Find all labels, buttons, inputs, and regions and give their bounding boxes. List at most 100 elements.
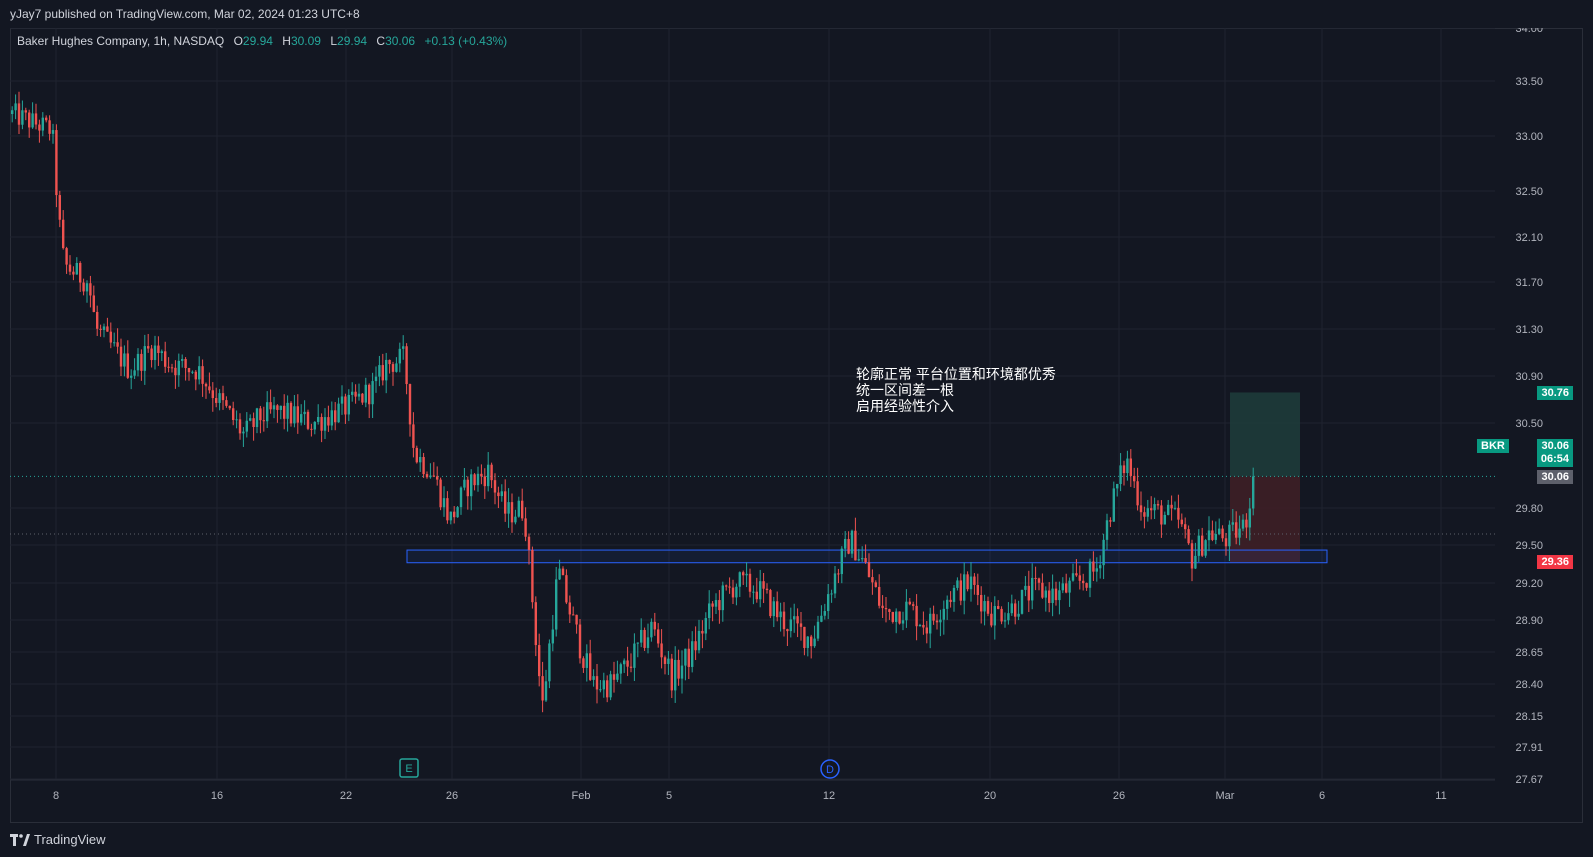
candle-body — [51, 130, 55, 134]
candle-body — [748, 573, 752, 592]
candle-body — [160, 351, 163, 354]
candle-body — [1214, 534, 1217, 540]
candle-body — [918, 624, 922, 627]
candle-body — [388, 359, 391, 365]
price-tick-label: 31.30 — [1515, 324, 1543, 336]
candle-body — [731, 587, 735, 598]
last-price-tag: 30.06 06:54 — [1536, 439, 1573, 467]
price-tick-label: 32.50 — [1515, 186, 1543, 198]
candle-body — [789, 619, 792, 632]
candle-body — [993, 606, 996, 626]
candle-body — [1245, 519, 1248, 528]
price-tick-label: 30.50 — [1515, 418, 1543, 430]
candle-body — [490, 464, 493, 481]
candle-body — [1129, 458, 1132, 476]
candle-body — [963, 574, 966, 601]
candle-body — [565, 575, 568, 603]
candle-body — [198, 366, 201, 380]
candle-body — [674, 659, 677, 691]
support-zone — [406, 549, 1328, 564]
candle-body — [833, 573, 837, 594]
candle-body — [412, 424, 415, 448]
candle-body — [1126, 458, 1129, 474]
target-price-tag: 30.76 — [1537, 386, 1573, 400]
candle-body — [1003, 620, 1007, 622]
candle-body — [874, 582, 877, 587]
candle-body — [745, 573, 748, 576]
event-markers[interactable]: E D — [399, 758, 840, 779]
candle-body — [62, 219, 65, 249]
candle-body — [96, 311, 99, 329]
bar-countdown: 06:54 — [1540, 453, 1569, 465]
candle-body — [721, 585, 724, 611]
candle-body — [980, 594, 983, 612]
candle-body — [939, 619, 942, 623]
candle-body — [232, 408, 235, 420]
candle-body — [680, 665, 684, 679]
candle-body — [106, 326, 109, 332]
candle-body — [313, 421, 316, 430]
dividend-label: D — [826, 764, 834, 776]
candle-body — [150, 348, 153, 361]
time-tick-label: 20 — [984, 790, 996, 802]
candle-body — [806, 636, 809, 648]
candle-body — [660, 643, 663, 658]
candle-body — [776, 601, 779, 618]
candle-body — [1071, 573, 1075, 581]
candle-body — [1218, 528, 1221, 535]
candle-body — [432, 475, 435, 477]
candle-body — [796, 616, 799, 624]
candle-body — [242, 431, 245, 434]
chart-annotation[interactable]: 轮廓正常 平台位置和环境都优秀 统一区间差一根 启用经验性介入 — [856, 366, 1056, 414]
chart-canvas[interactable]: 34.00 33.50 33.00 32.50 32.10 31.70 31.30 30.90… — [10, 28, 1583, 823]
candle-body — [895, 611, 898, 622]
candle-body — [840, 548, 843, 575]
candle-body — [623, 660, 626, 665]
time-axis[interactable]: 8 16 22 26 Feb 5 12 20 26 Mar 6 11 — [10, 779, 1495, 802]
candle-body — [68, 264, 72, 272]
candle-body — [929, 613, 932, 634]
symbol-legend[interactable]: Baker Hughes Company, 1h, NASDAQ O29.94 … — [17, 34, 507, 48]
time-tick-label: Feb — [572, 790, 591, 802]
candle-body — [208, 386, 211, 391]
stop-price-tag: 29.36 — [1537, 555, 1573, 569]
candle-body — [670, 658, 673, 691]
candle-body — [113, 342, 116, 344]
candle-body — [1190, 543, 1194, 569]
candle-body — [55, 130, 58, 196]
candle-body — [990, 613, 993, 626]
candle-body — [184, 359, 187, 369]
candle-body — [21, 110, 24, 125]
candle-body — [374, 376, 378, 382]
tradingview-footer[interactable]: TradingView — [10, 832, 106, 847]
candle-body — [653, 621, 656, 630]
candle-body — [1000, 608, 1003, 622]
candle-body — [147, 346, 150, 349]
time-tick-label: 26 — [1113, 790, 1125, 802]
dividend-marker[interactable]: D — [820, 759, 840, 779]
candle-body — [551, 629, 554, 644]
publisher-text: yJay7 published on TradingView.com, Mar … — [10, 7, 360, 21]
candle-body — [871, 577, 874, 583]
candle-body — [1197, 535, 1200, 556]
price-axis[interactable]: 34.00 33.50 33.00 32.50 32.10 31.70 31.30 30.90… — [1515, 28, 1543, 786]
price-tick-label: 33.50 — [1515, 76, 1543, 88]
candle-body — [463, 479, 466, 488]
candle-body — [592, 676, 595, 680]
candle-body — [164, 351, 167, 367]
candle-body — [1221, 528, 1224, 539]
candle-body — [470, 474, 473, 497]
candle-body — [728, 586, 731, 588]
candle-body — [337, 403, 340, 423]
price-tick-label: 30.90 — [1515, 371, 1543, 383]
candle-body — [667, 658, 670, 664]
candle-body — [1207, 530, 1211, 541]
candle-body — [283, 405, 286, 419]
earnings-marker[interactable]: E — [399, 758, 419, 778]
candle-body — [272, 405, 276, 410]
candle-body — [45, 117, 48, 121]
candle-body — [191, 371, 194, 373]
candle-body — [575, 614, 578, 625]
candle-body — [167, 366, 170, 368]
candle-body — [425, 474, 429, 478]
